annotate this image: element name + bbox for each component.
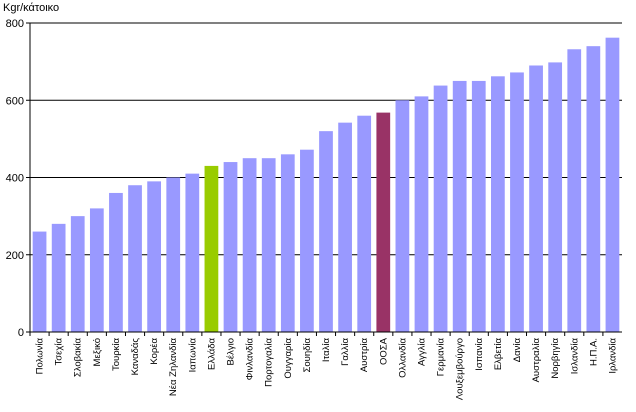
y-tick-label: 0 [18, 327, 24, 339]
x-tick-label: Τουρκία [111, 337, 122, 371]
bar [185, 173, 200, 332]
bar [338, 122, 352, 332]
bar [204, 165, 219, 332]
x-tick-label: Νέα Ζηλανδία [168, 338, 179, 397]
bar [452, 80, 467, 332]
x-tick-label: Τσεχία [54, 337, 65, 365]
bar [586, 46, 601, 333]
bar [510, 72, 524, 332]
bar [319, 131, 333, 332]
x-tick-label: ΟΟΣΑ [378, 337, 389, 365]
bar [32, 231, 47, 332]
x-tick-label: Πολωνία [35, 337, 46, 374]
y-tick-label: 400 [6, 173, 24, 185]
x-tick-label: Αυστραλία [531, 338, 542, 383]
x-tick-label: Ελβετία [493, 338, 504, 371]
bar [51, 223, 66, 332]
bar [242, 158, 257, 332]
bar [128, 185, 142, 332]
bar [376, 112, 391, 332]
x-tick-label: Γερμανία [436, 338, 447, 377]
x-tick-label: Ουγγαρία [283, 338, 294, 379]
x-tick-label: Ισλανδία [569, 338, 580, 375]
y-axis-label: Kgr/κάτοικο [3, 2, 59, 14]
x-tick-label: Γαλλία [340, 337, 351, 365]
x-tick-label: Ισπανία [474, 338, 485, 371]
x-tick-label: Πορτογαλία [264, 338, 275, 387]
bar [166, 177, 181, 332]
x-tick-label: Ιρλανδία [607, 337, 618, 373]
bar [109, 192, 123, 332]
bar [567, 49, 582, 332]
x-tick-label: Αυστρία [359, 337, 370, 372]
bar [223, 162, 238, 332]
x-tick-label: Βέλγιο [226, 338, 237, 365]
x-tick-label: Κορέα [149, 337, 160, 364]
bar [357, 115, 372, 332]
bar [395, 100, 410, 332]
x-tick-label: Δανία [512, 338, 523, 363]
x-tick-label: Ιαπωνία [187, 337, 198, 372]
x-tick-labels: Πολωνία Τσεχία Σλοβακία Μεξικό Τουρκία Καναδά… [29, 332, 618, 400]
bar [89, 208, 104, 332]
bar [70, 216, 85, 332]
bar [261, 158, 276, 332]
x-tick-label: Ολλανδία [397, 338, 408, 378]
y-tick-label: 200 [6, 250, 24, 262]
y-tick-label: 800 [6, 18, 24, 30]
bar [471, 80, 486, 332]
bar [300, 149, 314, 332]
x-tick-label: Ελλάδα [206, 337, 217, 369]
x-tick-label: Ιταλία [321, 337, 332, 362]
x-tick-label: Σλοβακία [73, 337, 84, 377]
x-tick-label: Μεξικό [92, 338, 103, 366]
y-tick-label: 600 [6, 95, 24, 107]
x-tick-label: Λουξεμβούργο [455, 338, 466, 400]
x-tick-label: Αγγλία [416, 338, 427, 367]
bar [605, 37, 620, 333]
bar [414, 96, 429, 332]
x-tick-label: Η.Π.Α. [588, 338, 599, 366]
bars [32, 37, 620, 333]
x-tick-label: Καναδάς [130, 338, 141, 376]
bar [280, 154, 295, 332]
y-tick-labels: 0 200 400 600 800 [6, 18, 30, 339]
bar [147, 181, 162, 332]
x-tick-label: Σουηδία [302, 337, 313, 372]
bar [490, 76, 505, 333]
x-tick-label: Νορβηγία [550, 337, 561, 378]
bar [529, 65, 543, 333]
x-tick-label: Φινλανδία [245, 338, 256, 381]
bar [548, 62, 563, 333]
bar [433, 85, 448, 332]
